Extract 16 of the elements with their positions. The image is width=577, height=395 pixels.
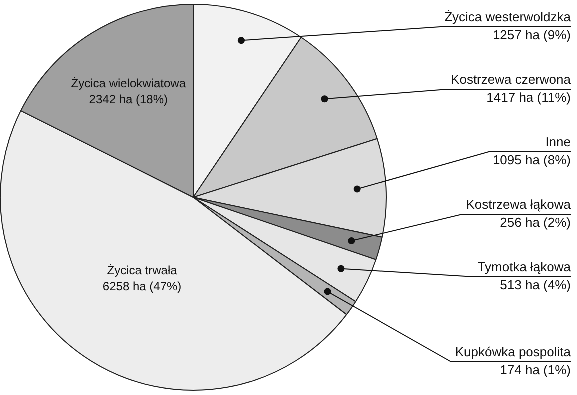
slice-label: Inne	[546, 134, 571, 150]
slice-label: Życica westerwoldzka	[444, 10, 572, 25]
data-label: 256 ha (2%)	[500, 215, 571, 230]
slice-label: Tymotka łąkowa	[478, 260, 572, 275]
data-label: 1417 ha (11%)	[486, 90, 571, 106]
slice-label: Kostrzewa łąkowa	[466, 197, 572, 212]
data-label: 1257 ha (9%)	[492, 28, 571, 43]
data-label: 6258 ha (47%)	[102, 280, 182, 294]
slice-label: Życica wielokwiatowa	[71, 76, 186, 91]
data-label: 1095 ha (8%)	[492, 152, 571, 168]
slice-label: Życica trwała	[107, 264, 178, 278]
data-label: 513 ha (4%)	[500, 278, 571, 293]
data-label: 2342 ha (18%)	[89, 92, 168, 107]
slice-label: Kupkówka pospolita	[455, 344, 572, 360]
data-label: 174 ha (1%)	[500, 362, 571, 378]
slice-label: Kostrzewa czerwona	[451, 72, 572, 88]
